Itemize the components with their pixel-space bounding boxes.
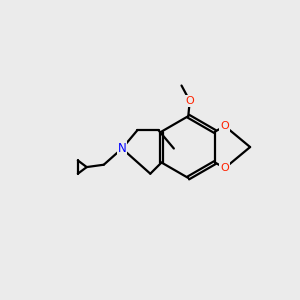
Text: O: O [185,96,194,106]
Text: N: N [118,142,126,155]
Text: O: O [220,163,229,173]
Text: O: O [220,121,229,131]
